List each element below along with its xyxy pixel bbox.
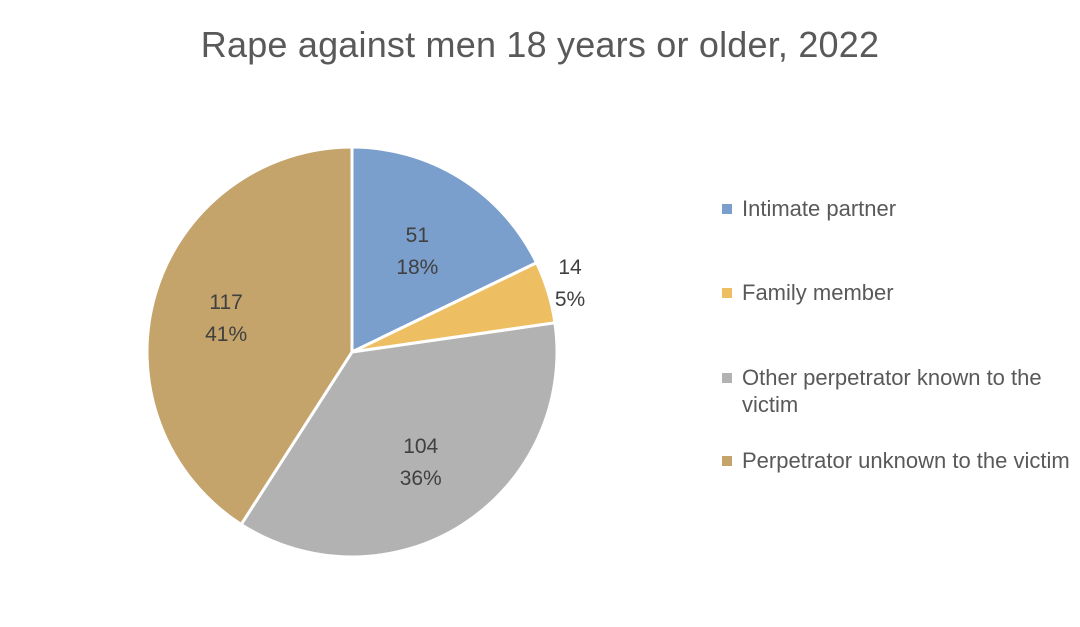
slice-value-label: 104 — [403, 435, 438, 458]
legend-label: Perpetrator unknown to the victim — [742, 448, 1070, 473]
slice-percent-label: 18% — [396, 256, 438, 279]
legend-swatch — [722, 373, 732, 383]
legend-label: Family member — [742, 280, 894, 305]
legend-swatch — [722, 456, 732, 466]
legend-swatch — [722, 288, 732, 298]
slice-percent-label: 5% — [555, 288, 585, 311]
pie-slice — [145, 145, 354, 526]
slice-value-label: 14 — [558, 256, 582, 279]
pie-slice — [239, 321, 559, 559]
slice-value-label: 117 — [209, 291, 242, 314]
slice-percent-label: 41% — [205, 323, 247, 346]
legend-item-unknown: Perpetrator unknown to the victim — [720, 447, 1072, 474]
legend-item-family-member: Family member — [720, 279, 1072, 306]
legend-label: Intimate partner — [742, 196, 897, 221]
slice-value-label: 51 — [406, 224, 429, 247]
legend-swatch — [722, 204, 732, 214]
legend-item-other-known: Other perpetrator known to the victim — [720, 364, 1072, 418]
legend-label: Other perpetrator known to the victim — [742, 365, 1042, 417]
chart-title: Rape against men 18 years or older, 2022 — [200, 24, 880, 65]
legend-item-intimate-partner: Intimate partner — [720, 195, 1072, 222]
pie-slice — [350, 145, 539, 354]
slice-percent-label: 36% — [400, 467, 442, 490]
